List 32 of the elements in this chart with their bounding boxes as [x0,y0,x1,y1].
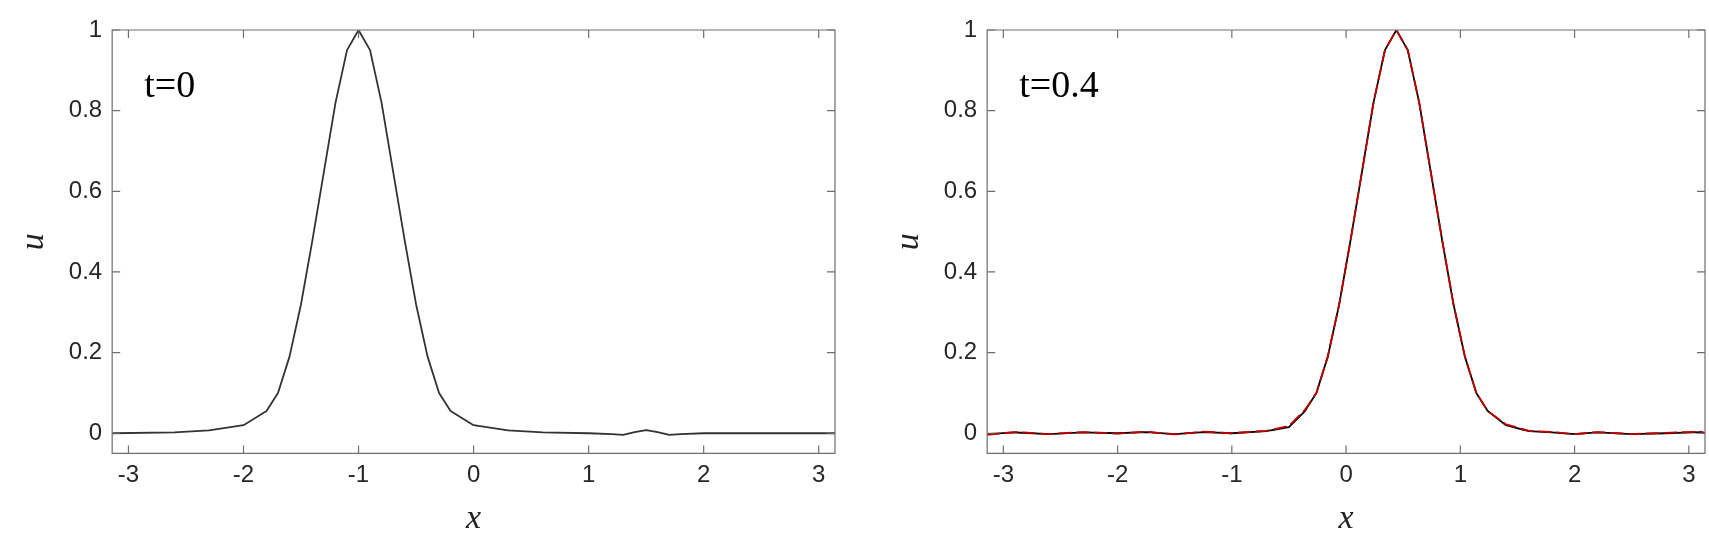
y-tick-label: 0 [88,417,103,445]
y-tick-label: 0.2 [943,337,978,365]
y-tick-label: 1 [88,14,103,42]
x-tick-label: -1 [1221,460,1243,488]
x-axis-title: x [1337,497,1354,535]
x-tick-label: 2 [1567,460,1582,488]
annotation: t=0 [144,62,196,105]
x-tick-label: 1 [581,460,596,488]
x-tick-label: -3 [992,460,1015,488]
y-tick-label: 1 [963,14,978,42]
x-tick-label: 2 [696,460,711,488]
annotation: t=0.4 [1019,62,1099,105]
x-tick-label: -1 [347,460,370,488]
y-tick-label: 0 [963,417,978,445]
y-tick-label: 0.4 [68,256,103,284]
y-tick-label: 0.6 [68,175,103,203]
x-tick-label: -2 [232,460,255,488]
y-tick-label: 0.2 [68,337,103,365]
x-tick-label: 3 [812,460,826,488]
x-tick-label: -3 [117,460,140,488]
x-axis-title: x [465,497,482,535]
x-tick-label: -2 [1106,460,1129,488]
x-tick-label: 3 [1682,460,1696,488]
y-tick-label: 0.4 [943,256,978,284]
y-axis-title: u [888,233,926,251]
y-axis-title: u [13,233,51,251]
x-tick-label: 1 [1453,460,1468,488]
y-tick-label: 0.8 [68,95,103,123]
x-tick-label: 0 [466,460,481,488]
y-tick-label: 0.8 [943,95,978,123]
y-tick-label: 0.6 [943,175,978,203]
x-tick-label: 0 [1339,460,1353,488]
